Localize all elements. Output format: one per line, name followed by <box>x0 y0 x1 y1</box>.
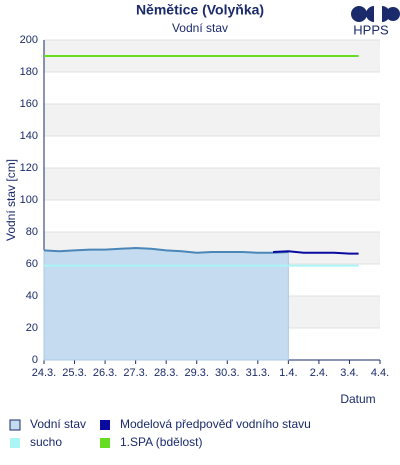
x-tick-label: 2.4. <box>310 367 328 379</box>
legend-label: sucho <box>30 435 62 449</box>
y-tick-label: 200 <box>20 34 38 46</box>
y-axis-label: Vodní stav [cm] <box>4 159 18 241</box>
y-tick-label: 100 <box>20 194 38 206</box>
x-tick-label: 25.3. <box>62 367 86 379</box>
grid-band <box>44 168 380 200</box>
y-tick-label: 60 <box>26 258 38 270</box>
series-line <box>273 250 359 255</box>
y-tick-label: 120 <box>20 162 38 174</box>
y-tick-label: 160 <box>20 98 38 110</box>
grid-band <box>44 104 380 136</box>
x-tick-label: 4.4. <box>371 367 389 379</box>
legend-swatch <box>100 420 110 430</box>
logo <box>351 6 400 22</box>
x-tick-label: 1.4. <box>279 367 297 379</box>
x-tick-label: 28.3. <box>154 367 178 379</box>
logo-text: HPPS <box>353 22 389 37</box>
x-tick-label: 30.3. <box>215 367 239 379</box>
y-tick-label: 0 <box>32 354 38 366</box>
legend-swatch <box>100 438 110 448</box>
y-tick-label: 180 <box>20 66 38 78</box>
chart-subtitle: Vodní stav <box>172 21 228 35</box>
y-tick-label: 140 <box>20 130 38 142</box>
x-tick-label: 31.3. <box>246 367 270 379</box>
x-tick-label: 27.3. <box>123 367 147 379</box>
legend-label: 1.SPA (bdělost) <box>120 435 203 449</box>
x-tick-label: 24.3. <box>32 367 56 379</box>
y-tick-label: 40 <box>26 290 38 302</box>
x-tick-label: 29.3. <box>184 367 208 379</box>
chart-title: Němětice (Volyňka) <box>136 2 264 18</box>
x-tick-label: 26.3. <box>93 367 117 379</box>
y-tick-label: 20 <box>26 322 38 334</box>
y-tick-label: 80 <box>26 226 38 238</box>
legend-swatch <box>9 419 21 431</box>
legend-label: Vodní stav <box>30 417 86 431</box>
legend-label: Modelová předpověď vodního stavu <box>120 417 311 431</box>
x-axis-label: Datum <box>340 392 375 406</box>
series-line <box>43 246 289 254</box>
x-tick-label: 3.4. <box>340 367 358 379</box>
legend-swatch <box>10 438 20 448</box>
